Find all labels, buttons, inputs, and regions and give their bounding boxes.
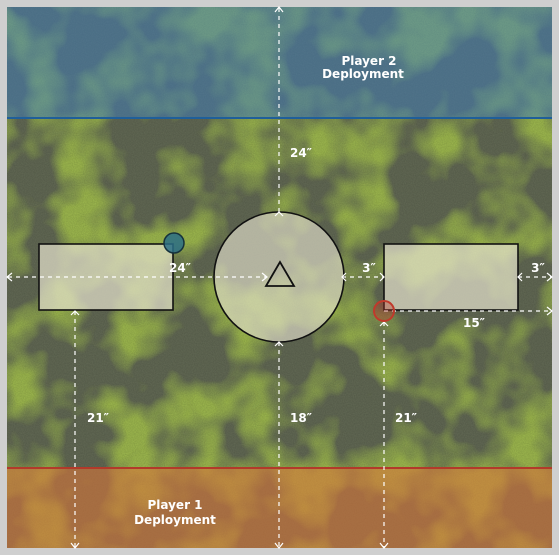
left-zone-to-center-distance: 24″: [169, 261, 192, 275]
right-marker-to-edge-distance: 15″: [463, 316, 486, 330]
right-bottom-distance: 21″: [395, 411, 418, 425]
center-bottom-distance: 18″: [290, 411, 313, 425]
blue-objective-marker: [163, 232, 185, 254]
left-bottom-distance: 21″: [87, 411, 110, 425]
gap-center-to-right-zone-distance: 3″: [362, 261, 376, 275]
player2-deployment-zone: [7, 7, 552, 118]
player1-label: Player 1: [147, 498, 202, 512]
top-center-distance: 24″: [290, 146, 313, 160]
center-triangle-icon: [264, 260, 296, 287]
player2-deployment-label: Deployment: [322, 67, 404, 81]
red-objective-marker: [373, 300, 395, 322]
player2-label: Player 2: [341, 54, 396, 68]
measurement-arrowheads: [6, 6, 553, 549]
measurement-lines: [8, 8, 551, 547]
player1-deployment-label: Deployment: [134, 513, 216, 527]
right-objective-zone: [383, 243, 519, 311]
right-zone-to-edge-distance: 3″: [531, 261, 545, 275]
